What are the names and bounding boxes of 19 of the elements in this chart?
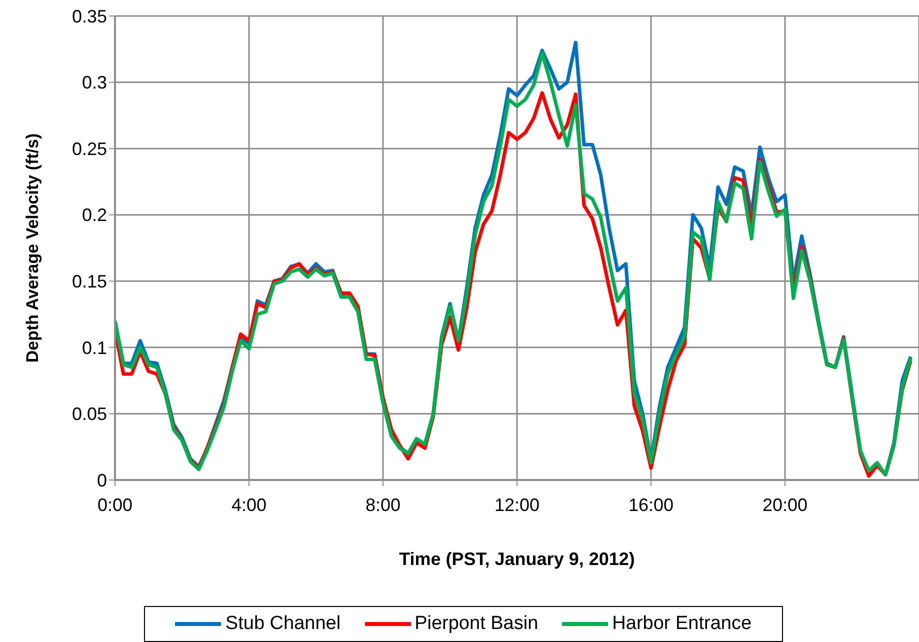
x-tick-label: 8:00 (365, 494, 401, 515)
y-tick-label: 0.05 (72, 404, 107, 424)
legend-label: Pierpont Basin (414, 613, 538, 635)
y-tick-label: 0.2 (82, 205, 107, 226)
x-tick-label: 0:00 (97, 494, 133, 515)
y-tick-label: 0.35 (72, 6, 107, 26)
x-tick-label: 12:00 (494, 494, 540, 515)
y-tick-label: 0.25 (72, 138, 107, 159)
legend-label: Stub Channel (225, 613, 341, 635)
legend-label: Harbor Entrance (612, 613, 752, 635)
y-axis-title: Depth Average Velocity (ft/s) (23, 133, 42, 363)
x-tick-label: 20:00 (762, 494, 808, 515)
y-tick-label: 0.3 (82, 72, 107, 93)
x-tick-label: 16:00 (628, 494, 674, 515)
x-tick-label: 4:00 (231, 494, 267, 515)
x-axis-title: Time (PST, January 9, 2012) (399, 548, 635, 569)
y-tick-label: 0.1 (82, 338, 107, 358)
y-tick-label: 0.15 (72, 272, 107, 292)
y-tick-label: 0 (96, 470, 107, 490)
